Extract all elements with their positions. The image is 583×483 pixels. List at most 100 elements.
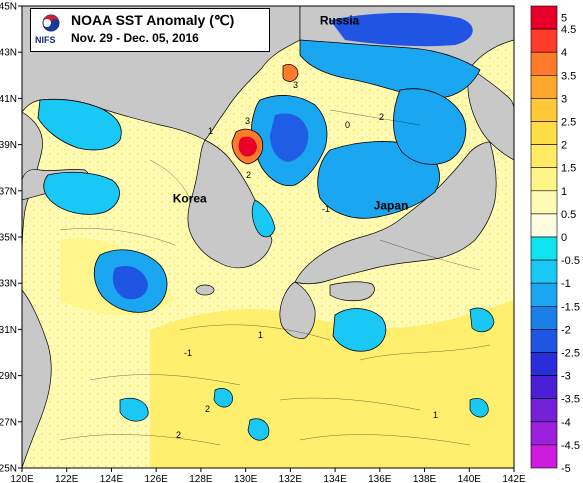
contour-label: 3 [245,116,250,126]
land-jeju [195,284,215,296]
colorbar: 4.5 4 3.5 3 2.5 2 1.5 1 0.5 0 -0.5 -1 -1.5 -2 -2.5 -3 -3… [530,5,580,475]
cold-bohai [43,171,120,215]
cold-small-5 [119,398,149,422]
place-label-korea: Korea [173,191,207,205]
colorbar-label: -3.5 [561,394,580,406]
lon-tick-label: 132E [279,474,303,483]
lon-tick-label: 134E [323,474,347,483]
colorbar-label: -1 [561,278,571,290]
lat-tick-label: 27N [0,417,17,428]
colorbar-swatch [530,121,558,145]
lon-tick-label: 126E [145,474,169,483]
cold-north-west [37,98,122,151]
colorbar-label: 4 [561,47,567,59]
contour-label: -1 [322,204,330,214]
colorbar-swatch [530,421,558,446]
lat-tick-label: 25N [0,464,17,475]
nifs-logo-icon [42,14,60,32]
colorbar-swatch [530,398,558,423]
lat-tick-label: 35N [0,233,17,244]
lon-tick-label: 130E [234,474,258,483]
lat-tick-label: 37N [0,186,17,197]
map-date-range: Nov. 29 - Dec. 05, 2016 [71,31,199,45]
colorbar-label: 1 [561,186,567,198]
cold-small-1 [469,307,495,333]
logo-text: NIFS [35,35,56,45]
colorbar-swatch [530,352,558,376]
cold-south-blob [332,308,387,352]
cold-eastsea-mid [270,113,309,162]
lon-tick-label: 142E [502,474,526,483]
lon-tick-label: 136E [368,474,392,483]
land-hokkaido [467,67,514,161]
colorbar-swatch [530,98,558,122]
colorbar-label: -3 [561,371,571,383]
warm-hotspot-core [238,136,257,157]
cold-yellowsea-strong [112,265,148,300]
place-label-japan: Japan [374,198,409,212]
colorbar-label: 3.5 [561,70,576,82]
lat-tick-label: 33N [0,279,17,290]
cold-small-4 [247,418,270,441]
contour-label: 1 [208,126,213,136]
colorbar-label: 5 [561,13,567,25]
colorbar-label: -5 [561,463,571,475]
contour-label: 0 [345,120,350,130]
cold-small-3 [213,388,233,408]
colorbar-swatch [530,282,558,307]
colorbar-swatch [530,444,558,469]
cold-russia-coast [299,39,481,99]
colorbar-label: 0.5 [561,209,576,221]
lat-tick-label: 31N [0,325,17,336]
land-china-east [22,289,52,468]
lat-tick-label: 39N [0,140,17,151]
contour-label: 1 [433,410,438,420]
longitude-axis: 120E 122E 124E 126E 128E 130E 132E 134E 136E 138E… [10,468,526,483]
title-box: NIFS NOAA SST Anomaly (℃) Nov. 29 - Dec.… [30,8,270,52]
colorbar-swatch [530,305,558,330]
cold-russia-strong [330,12,473,47]
lon-tick-label: 124E [100,474,124,483]
colorbar-label: 3 [561,93,567,105]
colorbar-label: -2.5 [561,348,580,360]
lon-tick-label: 122E [55,474,79,483]
lon-tick-label: 120E [10,474,34,483]
cold-small-2 [469,398,489,418]
contour-label: 2 [379,112,384,122]
lat-tick-label: 45N [0,2,17,13]
warm-hotspot-north [282,64,299,82]
latitude-axis: 45N 43N 41N 39N 37N 35N 33N 31N 29N 27N 25N [0,2,22,475]
land-kyushu [279,281,316,339]
contour-lines [59,109,491,446]
colorbar-label: -2 [561,324,571,336]
lon-tick-label: 140E [458,474,482,483]
colorbar-swatch [530,236,558,261]
colorbar-label: 2.5 [561,117,576,129]
colorbar-label: 1.5 [561,163,576,175]
warm-zone-south [150,300,514,468]
contour-label: 1 [258,330,263,340]
map-title: NOAA SST Anomaly (℃) [71,12,235,28]
map-field: 3 3 2 1 0 2 -1 -1 2 1 1 2 [22,6,514,468]
colorbar-label: 4.5 [561,24,576,36]
colorbar-swatch [530,259,558,284]
lon-tick-label: 128E [189,474,213,483]
colorbar-label: -0.5 [561,255,580,267]
colorbar-swatch [530,75,558,99]
cold-korea-coast [251,199,276,238]
colorbar-swatch [530,28,558,53]
colorbar-swatch [530,329,558,353]
lon-tick-label: 138E [413,474,437,483]
colorbar-label: 2 [561,140,567,152]
colorbar-label: 0 [561,232,567,244]
lat-tick-label: 41N [0,94,17,105]
colorbar-swatch [530,167,558,192]
cold-japan-north [393,88,467,165]
colorbar-label: -1.5 [561,301,580,313]
colorbar-swatch [530,375,558,400]
contour-label: 2 [246,170,251,180]
land-shikoku [329,281,375,302]
colorbar-swatch [530,5,558,30]
colorbar-swatch [530,144,558,169]
place-label-russia: Russia [320,13,360,27]
